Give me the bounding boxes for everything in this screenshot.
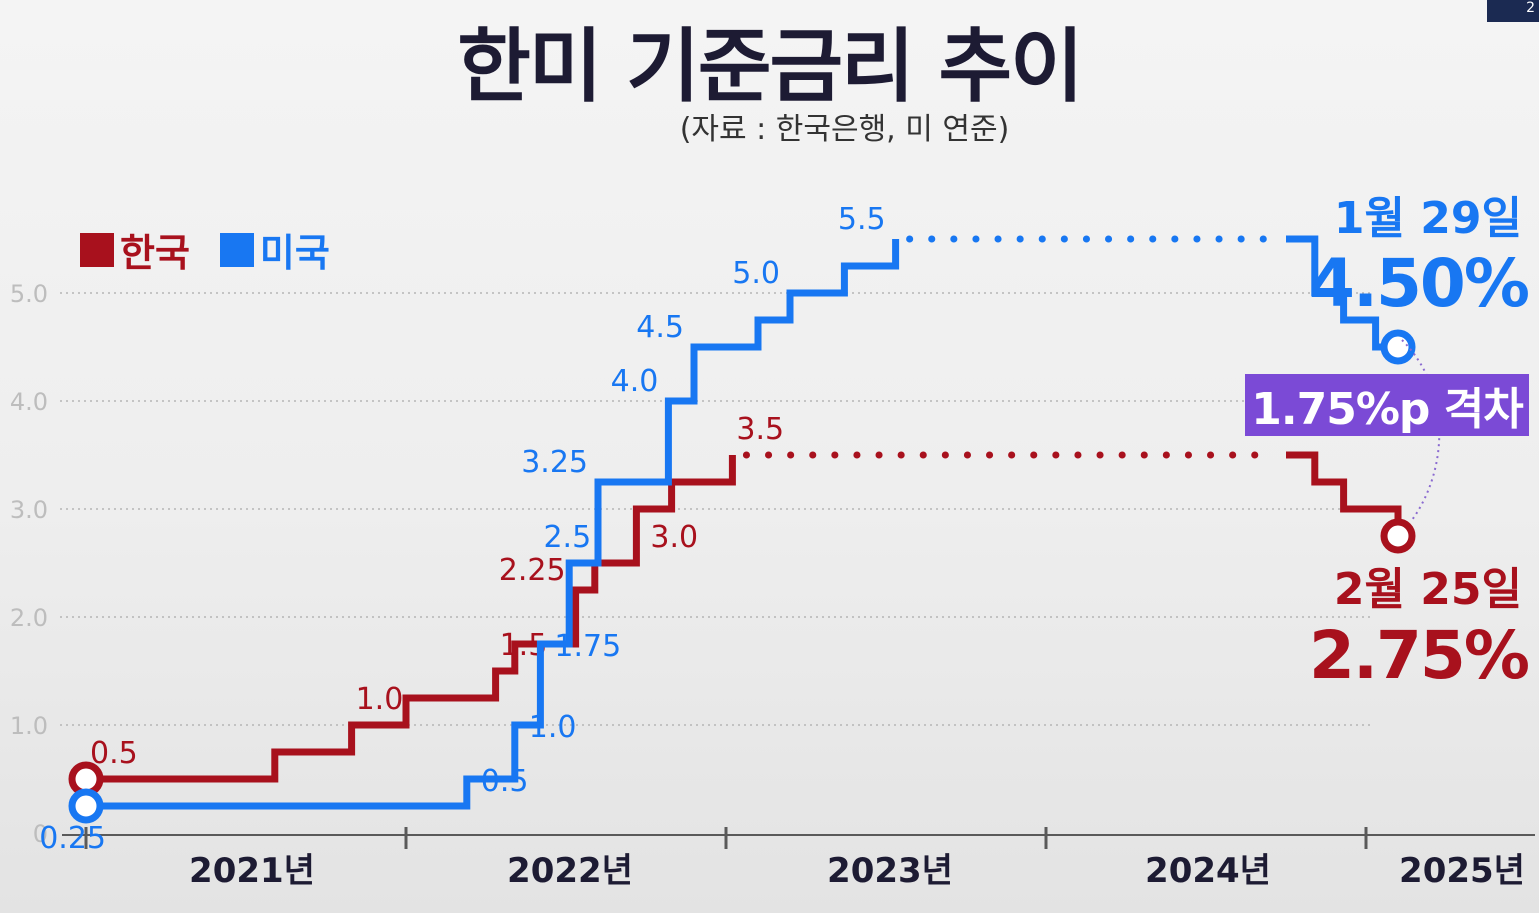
series-line <box>1286 235 1398 351</box>
data-label: 1.75 <box>554 629 621 664</box>
x-tick-label: 2023년 <box>827 851 953 891</box>
gap-connector <box>1401 339 1441 521</box>
series-line <box>86 455 736 783</box>
y-tick-label: 4.0 <box>10 388 48 416</box>
data-label: 2.5 <box>543 520 591 555</box>
data-label: 3.5 <box>736 412 784 447</box>
series-line <box>86 239 900 810</box>
series-endpoint-marker <box>1380 329 1416 365</box>
series-line <box>1286 451 1402 536</box>
y-tick-label: 2.0 <box>10 604 48 632</box>
data-label: 5.5 <box>838 202 886 237</box>
x-tick-label: 2022년 <box>507 851 633 891</box>
data-label: 0.25 <box>39 821 106 856</box>
series-endpoint-marker <box>1380 518 1416 554</box>
data-label: 4.0 <box>611 364 659 399</box>
legend: 한국 미국 <box>80 222 330 277</box>
legend-item-korea: 한국 <box>80 222 190 277</box>
y-tick-label: 0 <box>33 820 48 848</box>
legend-swatch-us <box>219 232 254 267</box>
legend-label-us: 미국 <box>259 231 330 275</box>
data-label: 4.5 <box>636 310 684 345</box>
chart-subtitle: (자료 : 한국은행, 미 연준) <box>679 112 1010 147</box>
legend-item-us: 미국 <box>219 222 330 277</box>
data-label: 1.0 <box>356 682 404 717</box>
us-callout-value: 4.50% <box>1309 245 1529 322</box>
corner-badge: 2 <box>1487 0 1539 22</box>
kr-callout-date: 2월 25일 <box>1334 564 1522 615</box>
y-tick-label: 1.0 <box>10 712 48 740</box>
gap-badge-text: 1.75%p 격차 <box>1251 384 1523 435</box>
y-tick-label: 5.0 <box>10 280 48 308</box>
chart-title: 한미 기준금리 추이 <box>457 20 1084 113</box>
kr-callout-value: 2.75% <box>1309 617 1529 694</box>
data-label: 3.25 <box>521 445 588 480</box>
x-tick-label: 2021년 <box>189 851 315 891</box>
series-endpoint-marker <box>68 788 104 824</box>
legend-swatch-korea <box>80 232 114 267</box>
data-label: 2.25 <box>499 553 566 588</box>
data-label: 1.0 <box>529 710 577 745</box>
data-label: 0.5 <box>90 736 138 771</box>
data-label: 0.5 <box>481 764 529 799</box>
x-tick-label: 2024년 <box>1145 851 1271 891</box>
data-label: 5.0 <box>732 256 780 291</box>
data-label: 3.0 <box>650 520 698 555</box>
x-tick-label: 2025년 <box>1399 851 1525 891</box>
gap-badge-bg <box>1245 374 1529 436</box>
us-callout-date: 1월 29일 <box>1334 193 1522 244</box>
y-tick-label: 3.0 <box>10 496 48 524</box>
legend-label-korea: 한국 <box>120 231 190 275</box>
